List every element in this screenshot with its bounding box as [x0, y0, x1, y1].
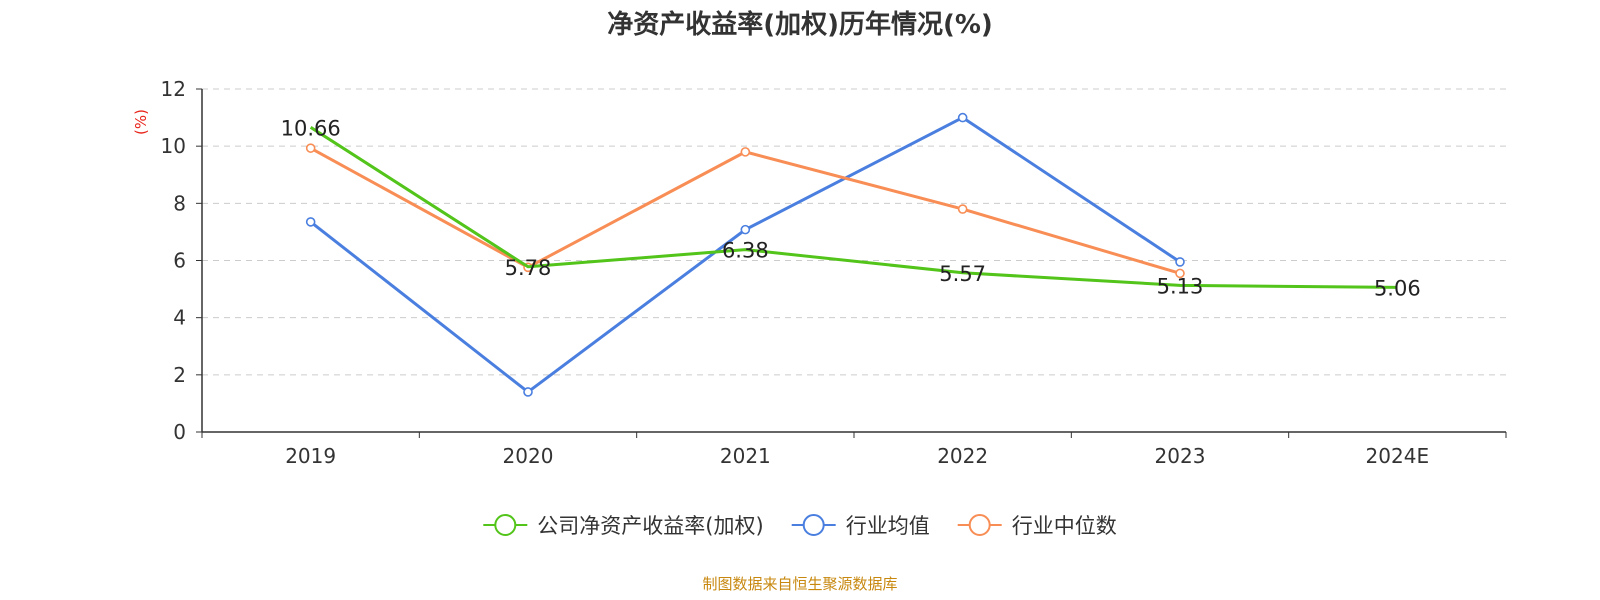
x-tick-label: 2021 [720, 444, 771, 468]
legend-swatch-circle [494, 514, 517, 536]
series-point[interactable] [305, 143, 316, 153]
x-tick-label: 2019 [285, 444, 336, 468]
y-tick-label: 12 [161, 77, 186, 101]
legend-label: 公司净资产收益率(加权) [537, 514, 763, 538]
data-label: 10.66 [281, 116, 341, 140]
y-tick-label: 6 [173, 249, 186, 273]
legend-swatch-circle [802, 514, 825, 536]
data-label: 5.78 [505, 256, 552, 280]
legend-item-2[interactable]: 行业中位数 [957, 514, 1117, 538]
axes: 0 2 4 6 8 10 12 2019 2020 2021 2022 2023 2024E [161, 77, 1507, 468]
y-tick-label: 10 [161, 134, 186, 158]
data-label: 6.38 [722, 239, 769, 263]
y-axis-unit: (%) [132, 109, 150, 135]
y-tick-label: 0 [173, 420, 186, 444]
series-line-0 [309, 126, 1398, 289]
series-point[interactable] [740, 224, 751, 235]
legend[interactable]: 公司净资产收益率(加权) 行业均值 行业中位数 [483, 514, 1117, 538]
y-tick-label: 4 [173, 306, 186, 330]
series-point[interactable] [523, 387, 533, 397]
series-group [305, 112, 1398, 397]
series-point[interactable] [957, 112, 968, 123]
source-note: 制图数据来自恒生聚源数据库 [702, 575, 897, 593]
legend-label: 行业中位数 [1012, 514, 1117, 538]
data-label: 5.57 [939, 262, 986, 286]
data-label: 5.06 [1374, 276, 1421, 300]
x-tick-label: 2023 [1155, 444, 1206, 468]
y-tick-label: 2 [173, 363, 186, 387]
chart-title: 净资产收益率(加权)历年情况(%) [607, 9, 993, 40]
y-tick-label: 8 [173, 191, 186, 215]
x-tick-label: 2020 [503, 444, 554, 468]
x-tick-label: 2024E [1366, 444, 1430, 468]
legend-item-0[interactable]: 公司净资产收益率(加权) [483, 514, 764, 538]
series-point[interactable] [1175, 268, 1185, 279]
legend-item-1[interactable]: 行业均值 [791, 514, 930, 538]
x-tick-label: 2022 [937, 444, 988, 468]
series-point[interactable] [740, 147, 751, 157]
legend-swatch-circle [968, 514, 991, 536]
data-labels: 10.66 5.78 6.38 5.57 5.13 5.06 [281, 116, 1421, 300]
series-point[interactable] [305, 217, 316, 227]
grid [202, 88, 1506, 376]
data-label: 5.13 [1157, 274, 1204, 298]
legend-label: 行业均值 [846, 514, 930, 538]
series-point[interactable] [1175, 257, 1185, 267]
series-point[interactable] [957, 204, 968, 214]
